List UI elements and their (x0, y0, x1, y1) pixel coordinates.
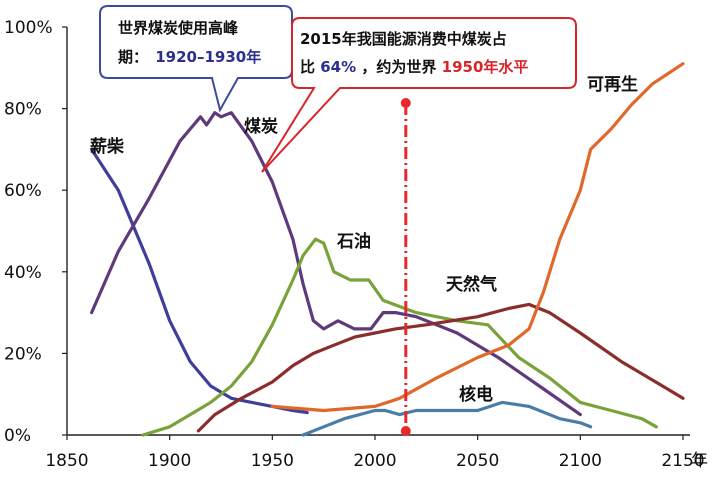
y-tick-label: 0% (4, 426, 31, 446)
series-line-renewable (270, 62, 685, 413)
axes (66, 27, 690, 436)
x-tick-label: 2100 (559, 451, 602, 471)
reference-line-2015 (400, 98, 411, 436)
callout-china-level: 1950年水平 (442, 58, 529, 76)
series-label-firewood: 薪柴 (90, 136, 125, 157)
y-ticks: 0% 20% 40% 60% 80% 100% (4, 18, 67, 446)
series-line-gas (196, 302, 685, 433)
y-tick-label: 20% (4, 344, 42, 364)
reference-dot-top (400, 98, 411, 108)
x-tick-label: 2000 (353, 451, 396, 471)
x-ticks: 1850 1900 1950 2000 2050 2100 2150 (45, 435, 705, 471)
reference-dot-bottom (400, 426, 411, 436)
series-line-oil (141, 237, 658, 437)
series-label-gas: 天然气 (446, 274, 497, 295)
series-line-nuclear (301, 400, 593, 437)
callout-peak-years: 1920–1930年 (155, 48, 261, 66)
y-tick-label: 100% (4, 18, 53, 38)
y-tick-label: 60% (4, 181, 42, 201)
callout-china-b: ，约为世界 (361, 58, 436, 76)
series-line-coal (89, 111, 582, 417)
callout-peak-prefix: 期： (118, 48, 148, 66)
x-tick-label: 1850 (45, 451, 88, 471)
y-tick-label: 80% (4, 100, 42, 120)
series-label-nuclear: 核电 (459, 384, 493, 405)
callout-china-a: 比 (300, 58, 315, 76)
callout-peak-line1: 世界煤炭使用高峰 (118, 19, 239, 37)
x-axis-unit-label: 年 (691, 451, 708, 471)
series-labels: 薪柴 煤炭 石油 天然气 核电 可再生 (90, 74, 638, 405)
callout-china-line1: 2015年我国能源消费中煤炭占 (300, 30, 507, 48)
callout-coal-peak: 世界煤炭使用高峰 期： 1920–1930年 (99, 5, 293, 113)
x-tick-label: 1950 (251, 451, 294, 471)
series-label-renewable: 可再生 (587, 74, 638, 95)
y-tick-label: 40% (4, 263, 42, 283)
callout-china-2015: 2015年我国能源消费中煤炭占 比 64% ，约为世界 1950年水平 (261, 17, 577, 173)
series-label-coal: 煤炭 (244, 116, 278, 137)
series-lines (89, 62, 685, 437)
x-tick-label: 1900 (148, 451, 191, 471)
callout-peak-box (99, 5, 293, 113)
series-label-oil: 石油 (336, 231, 371, 252)
x-tick-label: 2050 (456, 451, 499, 471)
callout-china-box (261, 17, 577, 173)
x-tick-label: 2150 (661, 451, 704, 471)
callout-china-line2: 比 64% ，约为世界 1950年水平 (300, 58, 528, 76)
callout-peak-line2: 期： 1920–1930年 (118, 48, 261, 66)
callout-china-pct: 64% (320, 58, 356, 76)
